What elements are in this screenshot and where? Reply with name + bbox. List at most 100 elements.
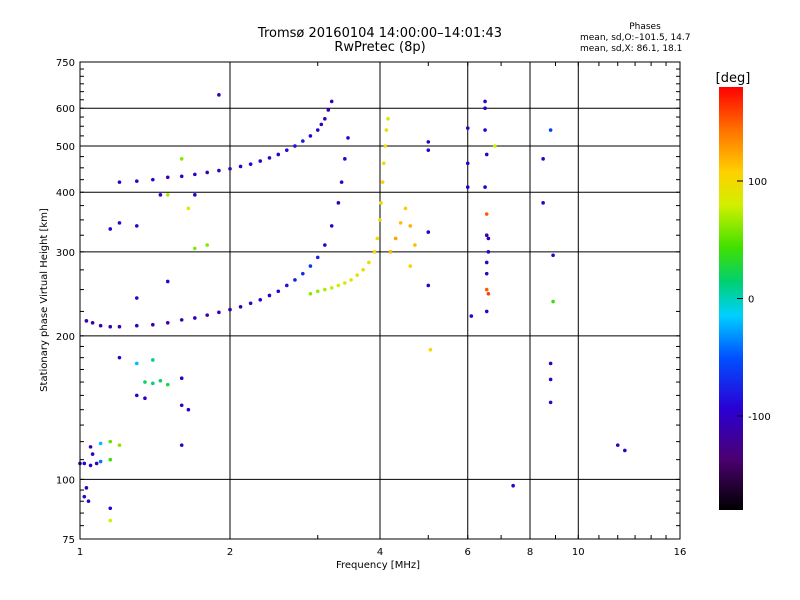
data-point: [267, 293, 272, 298]
data-point: [483, 106, 487, 111]
data-point: [426, 140, 431, 144]
data-point: [469, 314, 474, 318]
data-point: [308, 291, 313, 296]
data-point: [623, 448, 627, 453]
data-point: [483, 99, 487, 104]
data-point: [284, 283, 289, 288]
x-tick-label: 16: [674, 547, 687, 558]
data-point: [205, 170, 209, 175]
data-point: [380, 180, 385, 184]
data-point: [315, 255, 320, 260]
data-point: [117, 221, 122, 225]
chart-title: Tromsø 20160104 14:00:00–14:01:43: [257, 26, 503, 41]
data-point: [84, 486, 89, 490]
data-point: [355, 273, 359, 277]
chart-subtitle: RwPretec (8p): [334, 40, 426, 55]
data-point: [486, 236, 491, 241]
data-point: [228, 307, 232, 312]
data-point: [548, 377, 553, 382]
data-point: [258, 159, 263, 163]
x-tick-label: 6: [465, 547, 471, 558]
data-point: [134, 179, 139, 183]
colorbar-tick-label: 0: [748, 295, 754, 306]
x-tick-label: 10: [572, 547, 585, 558]
data-point: [108, 518, 113, 523]
data-point: [84, 319, 89, 323]
data-point: [108, 439, 113, 444]
data-point: [426, 283, 431, 288]
data-point: [483, 128, 487, 132]
data-point: [98, 323, 103, 328]
data-point: [493, 144, 497, 148]
data-point: [258, 297, 263, 302]
data-point: [388, 250, 393, 254]
phases-heading: Phases: [629, 22, 661, 32]
data-point: [329, 286, 334, 290]
data-point: [117, 355, 122, 360]
data-point: [193, 316, 197, 320]
data-point: [158, 193, 163, 197]
data-point: [336, 283, 341, 288]
y-tick-label: 75: [62, 535, 75, 546]
data-point: [143, 380, 147, 384]
colorbar-tick-label: -100: [748, 412, 771, 423]
data-point: [378, 218, 382, 222]
data-point: [108, 227, 113, 231]
colorbar-ticks: -100 0 100: [737, 177, 771, 423]
data-point: [284, 148, 289, 152]
data-point: [205, 313, 209, 317]
y-tick-label: 500: [56, 142, 75, 153]
data-point: [548, 128, 553, 132]
y-tick-label: 200: [56, 332, 75, 343]
data-point: [426, 230, 431, 234]
data-point: [301, 271, 305, 276]
data-point: [143, 396, 147, 400]
data-point: [384, 128, 389, 132]
data-point: [90, 320, 95, 325]
phases-x-stats: mean, sd,X: 86.1, 18.1: [580, 44, 683, 54]
data-point: [165, 175, 170, 180]
data-point: [323, 117, 327, 121]
data-point: [108, 324, 113, 329]
data-point: [329, 224, 334, 228]
data-point: [217, 93, 221, 97]
data-point: [484, 152, 489, 157]
data-point: [315, 128, 320, 132]
data-point: [336, 201, 341, 205]
data-point: [428, 347, 433, 352]
data-point: [134, 224, 139, 228]
data-point: [408, 264, 413, 268]
x-tick-label: 1: [77, 547, 83, 558]
data-point: [486, 250, 491, 254]
data-point: [398, 221, 403, 225]
data-point: [98, 441, 103, 446]
x-tick-label: 2: [227, 547, 233, 558]
data-point: [293, 278, 297, 282]
data-point: [238, 164, 243, 169]
data-point: [319, 122, 324, 127]
y-tick-label: 100: [56, 475, 75, 486]
data-point: [548, 361, 553, 366]
y-tick-label: 600: [56, 104, 75, 115]
data-point: [372, 250, 377, 254]
data-point: [94, 461, 99, 466]
data-point: [486, 291, 491, 296]
data-point: [165, 320, 170, 325]
data-point: [484, 233, 489, 238]
data-point: [165, 279, 170, 284]
x-tick-label: 4: [377, 547, 383, 558]
data-point: [238, 305, 243, 309]
data-point: [484, 309, 489, 314]
data-point: [179, 157, 184, 161]
data-point: [615, 443, 620, 447]
phases-o-stats: mean, sd,O:–101.5, 14.7: [580, 33, 691, 43]
data-point: [179, 174, 184, 179]
data-point: [217, 168, 221, 173]
x-tick-label: 8: [527, 547, 533, 558]
data-point: [484, 212, 489, 216]
data-point: [151, 358, 155, 362]
data-point: [465, 126, 470, 130]
data-point: [551, 299, 555, 304]
colorbar-tick-label: 100: [748, 177, 767, 188]
